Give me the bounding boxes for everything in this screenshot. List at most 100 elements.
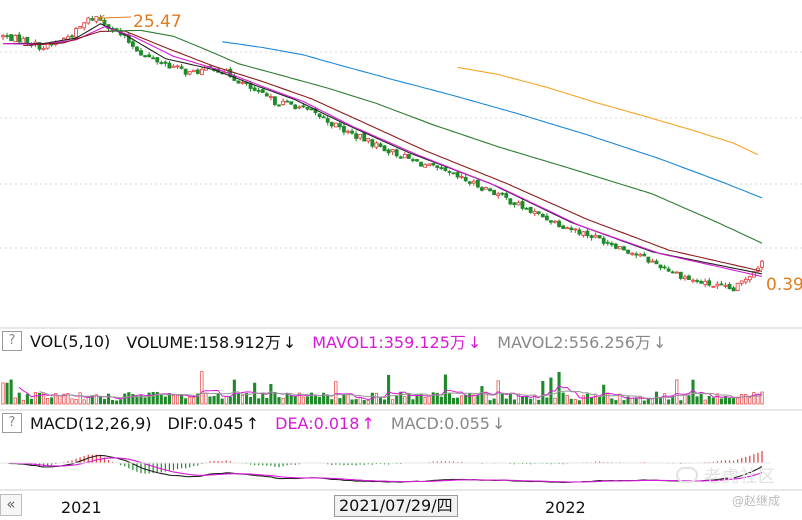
candle-body	[626, 249, 630, 254]
volume-bar	[760, 391, 764, 405]
volume-ma-line	[18, 384, 763, 401]
volume-bar	[29, 398, 33, 405]
candle-body	[634, 253, 639, 256]
volume-bar	[1, 382, 5, 405]
candle-body	[662, 266, 667, 269]
candle-body	[317, 113, 322, 118]
candle-body	[321, 116, 326, 119]
volume-bar	[261, 394, 265, 405]
candle-body	[309, 108, 314, 111]
moving-average-line	[108, 29, 763, 244]
candle-body	[159, 62, 164, 64]
candle-body	[264, 93, 269, 97]
moving-average-line	[222, 41, 763, 199]
high-price-label: 25.47	[133, 12, 182, 32]
scroll-left-button[interactable]: «	[0, 494, 22, 516]
volume-bar	[82, 399, 86, 405]
volume-bar	[504, 398, 508, 405]
candle-body	[678, 271, 683, 279]
candle-body	[536, 211, 541, 214]
candle-body	[94, 16, 99, 22]
candle-body	[273, 96, 277, 105]
candle-body	[167, 62, 172, 69]
macd-line	[3, 457, 763, 483]
volume-bar	[305, 396, 309, 405]
candle-body	[699, 281, 704, 284]
candle-body	[658, 264, 663, 269]
volume-bar	[423, 397, 427, 405]
candle-body	[670, 271, 675, 274]
candle-body	[411, 159, 415, 161]
macd-help-button[interactable]: ?	[2, 413, 22, 433]
volume-bar	[476, 394, 480, 405]
candle-body	[561, 225, 566, 229]
volume-bar	[151, 391, 155, 405]
candle-body	[727, 284, 732, 290]
candle-body	[415, 159, 419, 162]
volume-help-button[interactable]: ?	[2, 331, 22, 351]
volume-bar	[131, 394, 135, 405]
volume-bar	[204, 393, 208, 405]
candle-body	[459, 176, 464, 178]
candle-body	[195, 69, 200, 74]
moving-average-line	[23, 30, 763, 272]
volume-bar	[719, 398, 723, 405]
candle-body	[86, 17, 91, 24]
candle-body	[484, 187, 488, 190]
volume-bar	[638, 396, 642, 405]
volume-bar	[301, 396, 305, 405]
volume-bar	[297, 392, 301, 405]
candle-body	[147, 54, 152, 58]
volume-bar	[630, 397, 634, 405]
volume-bar	[695, 396, 699, 405]
volume-bar	[249, 396, 253, 405]
candle-body	[475, 179, 480, 188]
volume-bar	[334, 381, 338, 405]
candle-body	[398, 156, 403, 159]
volume-bar	[687, 395, 691, 405]
volume-bar	[460, 395, 464, 405]
mavol2-value: MAVOL2:556.256万 ↓	[497, 333, 667, 352]
volume-bar	[338, 398, 342, 405]
volume-bar	[606, 392, 610, 405]
candle-body	[650, 260, 655, 263]
price-gridlines	[0, 51, 802, 491]
candle-body	[760, 260, 764, 268]
volume-bar	[289, 395, 293, 405]
candle-body	[674, 271, 679, 274]
volume-bar	[228, 396, 232, 405]
volume-bar	[598, 396, 602, 405]
candle-body	[654, 260, 659, 265]
volume-bar	[346, 394, 350, 405]
volume-bar	[293, 396, 297, 405]
candle-body	[455, 172, 460, 178]
candle-body	[175, 65, 180, 68]
volume-bar	[350, 399, 354, 405]
volume-bar	[94, 394, 98, 405]
volume-bar	[78, 392, 82, 405]
candle-body	[524, 207, 529, 210]
volume-bar	[508, 392, 512, 405]
macd-histogram	[6, 450, 763, 474]
volume-bar	[439, 396, 443, 405]
volume-bar	[435, 392, 439, 405]
volume-bar	[545, 397, 549, 405]
candle-body	[301, 105, 306, 108]
high-arrow-head	[97, 14, 105, 23]
volume-bar	[642, 400, 646, 405]
candle-body	[553, 220, 557, 223]
candle-body	[715, 283, 720, 287]
macd-down-arrow: ↓	[491, 413, 506, 433]
cursor-date-label: 2021/07/29/四	[334, 495, 458, 517]
candle-body	[435, 165, 440, 168]
volume-bar	[102, 398, 107, 405]
candle-body	[719, 283, 724, 286]
volume-bar	[569, 398, 573, 405]
candle-body	[191, 69, 196, 73]
candle-body	[78, 26, 83, 29]
volume-bar	[236, 393, 240, 405]
candle-body	[151, 57, 156, 60]
volume-bar	[378, 397, 383, 405]
candle-body	[70, 35, 74, 38]
candle-body	[439, 167, 444, 169]
